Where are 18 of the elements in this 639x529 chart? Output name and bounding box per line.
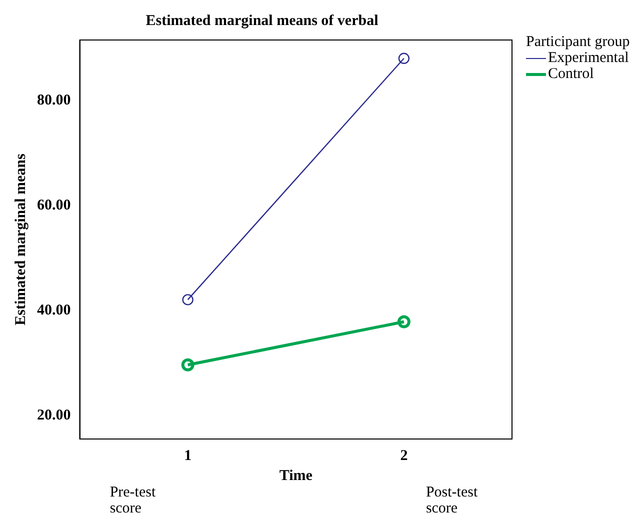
y-tick-label: 60.00	[37, 197, 71, 214]
y-tick-label: 80.00	[37, 92, 71, 108]
chart-title: Estimated marginal means of verbal	[146, 12, 378, 29]
x-tick-label: 1	[184, 448, 192, 464]
point	[181, 358, 194, 372]
text: Pre-test score	[110, 484, 156, 516]
point	[182, 294, 194, 306]
y-axis-title: Estimated marginal means	[12, 154, 29, 326]
text: Post-test score	[426, 484, 478, 516]
y-tick-label: 20.00	[37, 408, 71, 424]
y-tick-label: 40.00	[37, 302, 71, 319]
legend-label: Control	[548, 66, 594, 82]
point	[397, 315, 410, 328]
legend-title: Participant group	[526, 34, 631, 50]
x-tick-label: 2	[400, 448, 408, 464]
point	[398, 52, 410, 64]
x-axis-title: Time	[279, 468, 313, 484]
legend-label: Experimental	[548, 50, 629, 66]
